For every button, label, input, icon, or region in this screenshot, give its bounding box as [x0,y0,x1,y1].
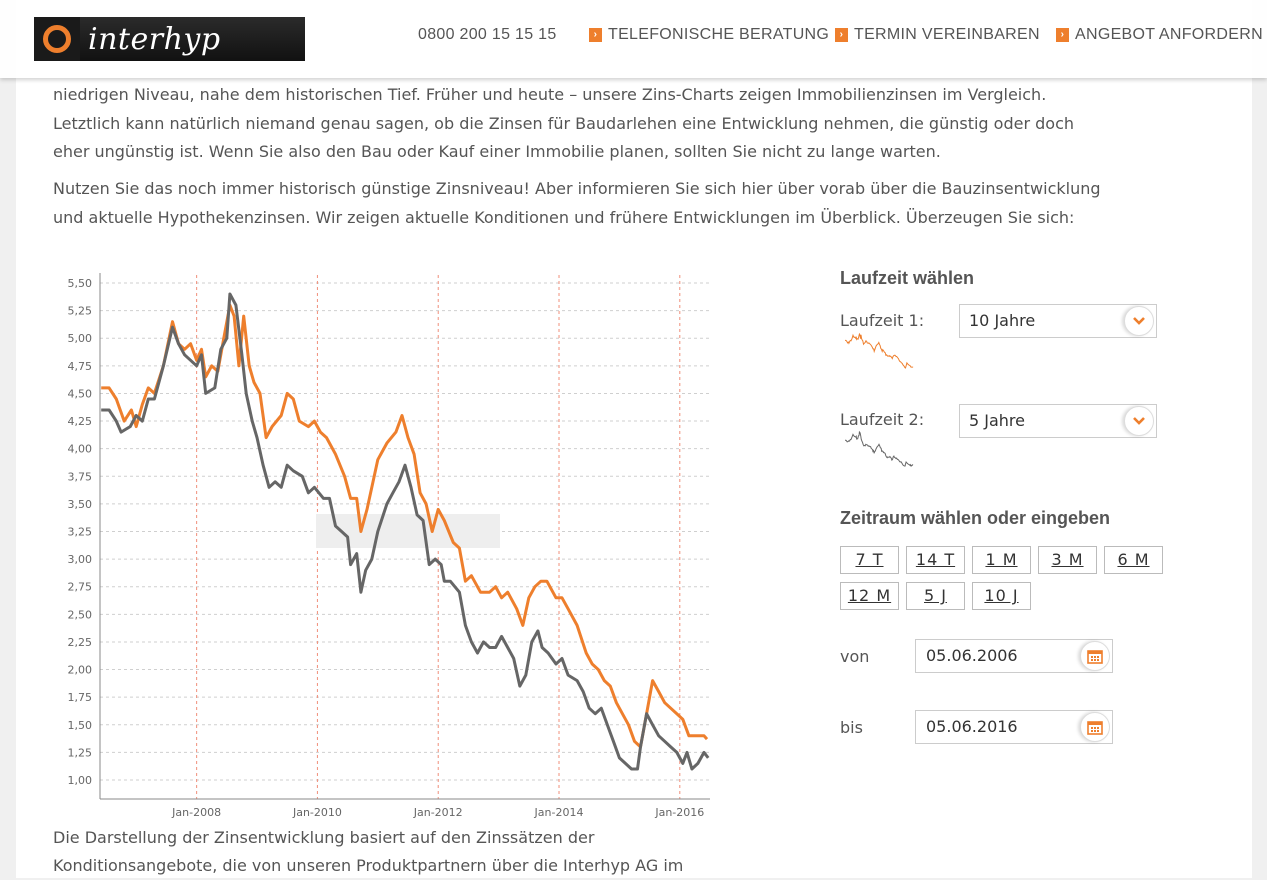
range-button-7t[interactable]: 7 T [840,546,899,574]
von-date-value: 05.06.2006 [926,646,1018,665]
range-button-1m[interactable]: 1 M [972,546,1031,574]
site-header: interhyp 0800 200 15 15 15 › TELEFONISCH… [0,0,1267,78]
y-tick-label: 4,25 [68,415,93,428]
y-tick-label: 5,50 [68,277,93,290]
bis-date-value: 05.06.2016 [926,717,1018,736]
y-tick-label: 5,25 [68,305,93,318]
y-tick-label: 4,75 [68,360,93,373]
arrow-right-icon: › [1056,28,1069,42]
y-tick-label: 4,50 [68,387,93,400]
calendar-icon[interactable] [1080,712,1110,742]
series-line-2 [101,292,710,771]
y-tick-label: 4,00 [68,443,93,456]
bis-date-input[interactable]: 05.06.2016 [915,710,1113,744]
laufzeit-title: Laufzeit wählen [840,268,975,288]
y-tick-label: 5,00 [68,332,93,345]
calendar-icon[interactable] [1080,641,1110,671]
range-button-14t[interactable]: 14 T [906,546,965,574]
bis-label: bis [840,718,863,737]
chart-caption: Die Darstellung der Zinsentwicklung basi… [53,828,684,875]
range-button-6m[interactable]: 6 M [1104,546,1163,574]
y-tick-label: 1,75 [68,691,93,704]
intro-paragraph-2: Nutzen Sie das noch immer historisch gün… [53,179,1101,227]
arrow-right-icon: › [589,28,602,42]
laufzeit2-label: Laufzeit 2: [840,410,925,429]
laufzeit1-sparkline [845,332,914,369]
intro-paragraph-1: niedrigen Niveau, nahe dem historischen … [53,85,1074,161]
logo-ring-icon [34,17,80,61]
y-tick-label: 3,50 [68,498,93,511]
range-button-12m[interactable]: 12 M [840,582,899,610]
x-tick-label: Jan-2016 [654,806,704,819]
laufzeit2-value: 5 Jahre [969,411,1025,430]
x-tick-label: Jan-2010 [292,806,342,819]
y-tick-label: 1,50 [68,719,93,732]
x-tick-label: Jan-2012 [413,806,463,819]
y-tick-label: 1,25 [68,746,93,759]
nav-termin-vereinbaren[interactable]: › TERMIN VEREINBAREN [835,23,1040,47]
nav-angebot-anfordern[interactable]: › ANGEBOT ANFORDERN [1056,23,1263,47]
laufzeit1-label: Laufzeit 1: [840,311,925,330]
laufzeit2-select[interactable]: 5 Jahre [959,404,1157,438]
interest-rate-chart: 1,00 1,25 1,50 1,75 2,00 2,25 2,50 2,75 3,00 3,25… [68,273,710,819]
logo-text: interhyp [88,21,221,57]
range-button-10j[interactable]: 10 J [972,582,1031,610]
chevron-down-icon[interactable] [1124,406,1154,436]
y-tick-label: 2,00 [68,664,93,677]
y-tick-label: 3,00 [68,553,93,566]
range-button-3m[interactable]: 3 M [1038,546,1097,574]
y-tick-label: 1,00 [68,774,93,787]
interhyp-logo[interactable]: interhyp [34,17,305,61]
y-tick-label: 2,50 [68,608,93,621]
chart-watermark [316,514,500,548]
arrow-right-icon: › [835,28,848,42]
sparkline-2-path [845,430,914,467]
y-tick-label: 3,75 [68,470,93,483]
zeitraum-title: Zeitraum wählen oder eingeben [840,508,1111,528]
laufzeit2-sparkline [845,430,914,467]
x-tick-label: Jan-2014 [534,806,584,819]
y-tick-label: 3,25 [68,526,93,539]
von-date-input[interactable]: 05.06.2006 [915,639,1113,673]
sparkline-1-path [845,332,914,369]
range-button-5j[interactable]: 5 J [906,582,965,610]
y-tick-label: 2,75 [68,581,93,594]
laufzeit1-select[interactable]: 10 Jahre [959,304,1157,338]
chevron-down-icon[interactable] [1124,306,1154,336]
y-tick-label: 2,25 [68,636,93,649]
laufzeit1-value: 10 Jahre [969,311,1036,330]
x-tick-label: Jan-2008 [171,806,221,819]
von-label: von [840,647,870,666]
nav-telefonische-beratung[interactable]: › TELEFONISCHE BERATUNG [589,23,829,47]
phone-number[interactable]: 0800 200 15 15 15 [418,26,557,43]
